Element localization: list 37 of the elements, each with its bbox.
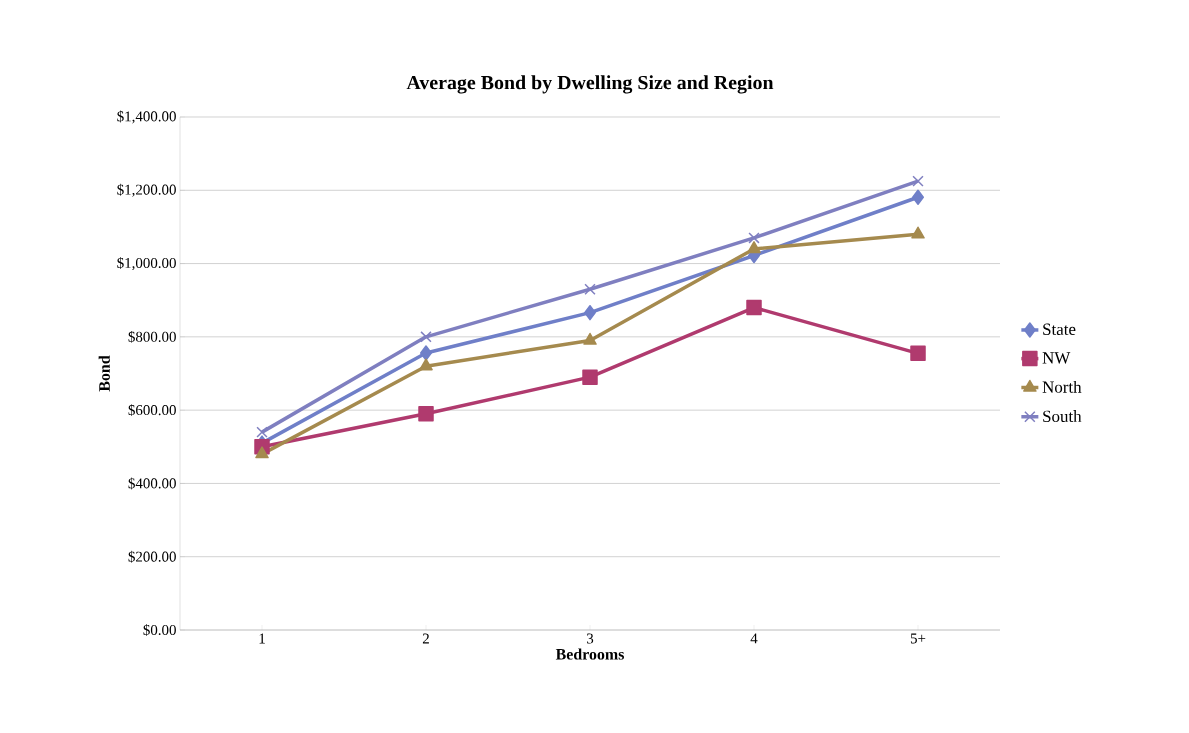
y-tick-label: $800.00 — [128, 330, 176, 343]
point — [256, 426, 268, 438]
point — [420, 345, 432, 361]
x-tick-label: 4 — [750, 633, 758, 644]
point — [583, 332, 597, 345]
y-tick-label: $400.00 — [128, 477, 176, 490]
y-tick-label: $1,400.00 — [117, 110, 176, 124]
y-tick-label: $200.00 — [128, 550, 176, 563]
point — [419, 358, 433, 371]
x-tick-label: 5+ — [910, 633, 926, 644]
point — [748, 232, 760, 244]
point — [746, 299, 762, 316]
point — [910, 345, 926, 362]
y-tick-label: $0.00 — [143, 624, 176, 636]
legend-label: South — [1043, 410, 1082, 423]
point — [582, 369, 598, 385]
point — [418, 406, 434, 422]
point — [584, 304, 597, 321]
point — [255, 446, 269, 459]
chart-title: Average Bond by Dwelling Size and Region — [406, 75, 774, 94]
point — [911, 226, 925, 239]
legend-label: NW — [1042, 352, 1071, 364]
point — [912, 175, 924, 187]
legend-label: State — [1043, 323, 1076, 336]
x-tick-label: 2 — [422, 633, 429, 644]
point — [420, 331, 432, 343]
point — [584, 283, 596, 295]
y-tick-label: $1,000.00 — [117, 257, 176, 271]
x-axis-title: Bedrooms — [555, 648, 625, 660]
x-tick-label: 3 — [586, 633, 594, 644]
y-axis-title: Bond — [98, 355, 110, 392]
y-tick-label: $600.00 — [128, 404, 176, 417]
point — [912, 189, 925, 205]
legend-label: North — [1042, 380, 1082, 393]
point — [747, 241, 761, 254]
x-tick-label: 1 — [259, 633, 265, 644]
y-tick-label: $1,200.00 — [117, 183, 176, 197]
